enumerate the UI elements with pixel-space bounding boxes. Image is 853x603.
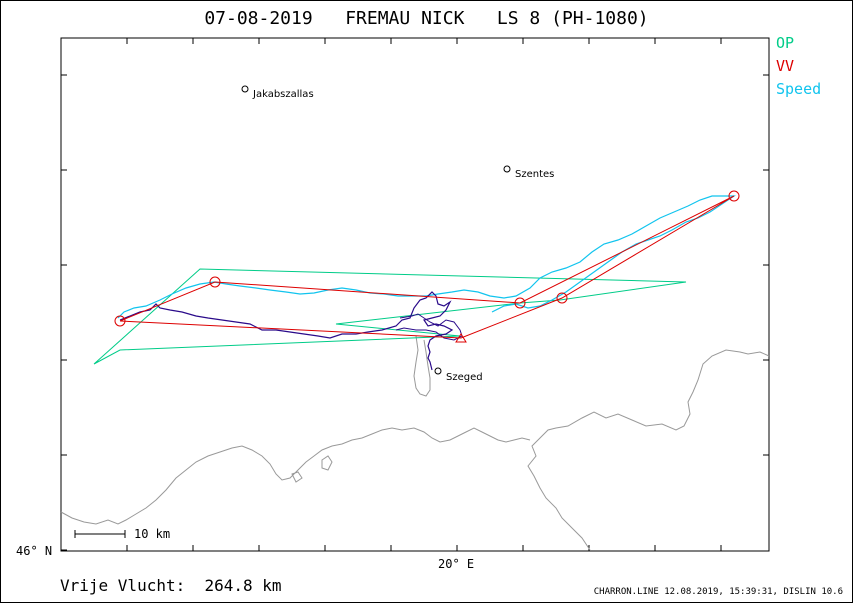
- flight-track: [119, 291, 454, 371]
- scale-label: 10 km: [134, 527, 170, 541]
- city-label: Szeged: [446, 372, 483, 383]
- legend-op: OP: [776, 34, 795, 52]
- city-jakabszallas: Jakabszallas: [241, 85, 314, 100]
- lat-label: 46° N: [16, 544, 52, 558]
- lon-label: 20° E: [438, 557, 474, 571]
- scale-bar: 10 km: [74, 527, 170, 541]
- speed-track: [117, 195, 736, 319]
- city-szentes: Szentes: [503, 165, 554, 180]
- turnpoint-marker: [514, 297, 526, 309]
- country-border: [60, 335, 770, 551]
- left-ticks: [61, 74, 67, 551]
- city-marker-icon: [434, 367, 442, 375]
- bottom-ticks: [60, 545, 722, 551]
- top-ticks: [126, 38, 722, 44]
- legend-vv: VV: [776, 57, 795, 75]
- turnpoint-marker: [114, 315, 126, 327]
- city-marker-icon: [241, 85, 249, 93]
- turnpoints: [114, 190, 740, 327]
- city-label: Jakabszallas: [252, 89, 314, 100]
- op-route: [93, 268, 687, 365]
- city-marker-icon: [503, 165, 511, 173]
- turnpoint-marker: [556, 292, 568, 304]
- plot-frame: [60, 37, 770, 552]
- turnpoint-marker: [209, 276, 221, 288]
- vv-route: [119, 195, 735, 339]
- page-title: 07-08-2019 FREMAU NICK LS 8 (PH-1080): [204, 8, 649, 29]
- city-label: Szentes: [515, 169, 554, 180]
- turnpoint-marker: [728, 190, 740, 202]
- finish-triangle: [455, 333, 467, 343]
- right-ticks: [763, 74, 769, 456]
- city-szeged: Szeged: [434, 367, 483, 383]
- free-flight-distance: Vrije Vlucht: 264.8 km: [60, 576, 282, 595]
- legend-speed: Speed: [776, 80, 822, 98]
- credit-line: CHARRON.LINE 12.08.2019, 15:39:31, DISLI…: [593, 587, 843, 597]
- flight-track-detail: [395, 313, 463, 341]
